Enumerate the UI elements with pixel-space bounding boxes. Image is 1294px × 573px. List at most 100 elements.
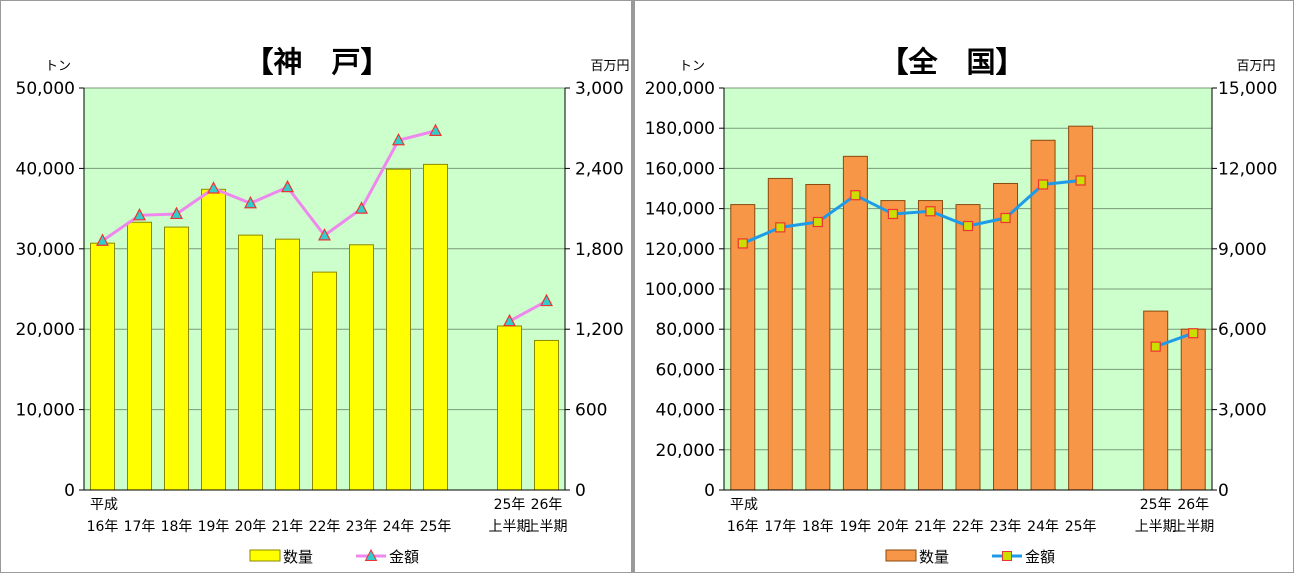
legend-label: 金額 xyxy=(389,548,419,566)
category-label: 24年 xyxy=(383,519,415,535)
bar xyxy=(275,238,300,491)
bar xyxy=(90,242,115,491)
line-point xyxy=(318,228,331,241)
bar xyxy=(1143,310,1169,491)
line-point xyxy=(1075,175,1086,186)
bar xyxy=(993,182,1019,491)
line-point xyxy=(737,238,748,249)
chart-title: 【神 戸】 xyxy=(244,45,389,79)
category-label: 17年 xyxy=(124,519,156,535)
category-label: 22年 xyxy=(952,519,984,535)
left-tick-label: 120,000 xyxy=(645,240,715,260)
line-point xyxy=(1037,179,1049,190)
bar xyxy=(917,200,943,491)
right-axis-unit: 百万円 xyxy=(1236,59,1275,74)
left-tick-label: 20,000 xyxy=(656,441,715,461)
left-tick-label: 180,000 xyxy=(645,119,715,139)
bar xyxy=(842,155,868,491)
line-point xyxy=(1188,328,1199,339)
category-label: 26年 xyxy=(531,497,563,513)
line-point xyxy=(812,216,823,228)
category-label: 24年 xyxy=(1027,519,1059,535)
bar xyxy=(1068,125,1094,491)
left-tick-label: 40,000 xyxy=(656,401,715,421)
series-line xyxy=(1155,331,1194,349)
category-label: 21年 xyxy=(915,519,947,535)
category-label: 19年 xyxy=(198,519,230,535)
category-label: 16年 xyxy=(727,519,759,535)
bar xyxy=(201,188,226,491)
category-label: 18年 xyxy=(161,519,193,535)
bar xyxy=(730,204,756,491)
line-point xyxy=(170,206,183,220)
line-point xyxy=(925,206,936,217)
left-tick-label: 50,000 xyxy=(16,79,75,99)
category-label: 21年 xyxy=(272,519,304,535)
category-label: 25年 xyxy=(420,519,452,535)
bar xyxy=(497,325,522,491)
left-tick-label: 60,000 xyxy=(656,360,715,380)
line-point xyxy=(1150,341,1161,352)
series-line xyxy=(101,129,436,242)
category-label: 23年 xyxy=(990,519,1022,535)
left-tick-label: 160,000 xyxy=(645,159,715,179)
left-tick-label: 20,000 xyxy=(16,320,75,340)
line-point xyxy=(355,201,368,214)
chart-title: 【全 国】 xyxy=(879,45,1024,79)
left-tick-label: 0 xyxy=(64,481,75,501)
category-label: 26年 xyxy=(1177,497,1209,513)
category-label: 25年 xyxy=(1140,497,1172,513)
right-tick-label: 3,000 xyxy=(575,79,624,99)
left-tick-label: 100,000 xyxy=(645,280,715,300)
bar xyxy=(805,183,831,491)
bar xyxy=(349,244,374,491)
category-label: 17年 xyxy=(764,519,796,535)
chart-national: 【全 国】 トン 百万円 0 20,000 40,000 60,000 80,000 10… xyxy=(634,0,1294,573)
left-tick-label: 200,000 xyxy=(645,79,715,99)
right-tick-label: 1,800 xyxy=(575,240,624,260)
right-tick-label: 2,400 xyxy=(575,159,624,179)
category-label: 16年 xyxy=(87,519,119,535)
line-point xyxy=(887,208,899,220)
legend-marker xyxy=(364,548,378,561)
bar xyxy=(880,200,906,491)
right-tick-label: 12,000 xyxy=(1218,159,1277,179)
line-point xyxy=(96,233,109,246)
category-label: 上半期 xyxy=(1135,519,1177,535)
category-label: 20年 xyxy=(877,519,909,535)
left-tick-label: 10,000 xyxy=(16,401,75,421)
category-label: 19年 xyxy=(839,519,871,535)
legend-label: 数量 xyxy=(283,548,313,566)
left-tick-label: 140,000 xyxy=(645,200,715,220)
chart-panel-national: 【全 国】 トン 百万円 0 20,000 40,000 60,000 80,000 10… xyxy=(634,0,1294,573)
series-line xyxy=(742,178,1081,245)
right-tick-label: 3,000 xyxy=(1218,401,1267,421)
chart-panel-kobe: 【神 戸】 トン 百万円 0 10,000 20,000 30,000 40,000 50… xyxy=(0,0,632,573)
line-point xyxy=(850,190,861,201)
line-point xyxy=(962,220,974,232)
legend-label: 金額 xyxy=(1025,548,1055,566)
line-point xyxy=(540,293,553,307)
category-label: 22年 xyxy=(309,519,341,535)
right-axis-unit: 百万円 xyxy=(590,59,629,74)
line-point xyxy=(775,222,786,233)
bar xyxy=(127,221,152,491)
category-label: 23年 xyxy=(346,519,378,535)
category-label: 20年 xyxy=(235,519,267,535)
bar xyxy=(534,339,559,491)
bar xyxy=(423,163,448,491)
left-tick-label: 30,000 xyxy=(16,240,75,260)
line-point xyxy=(133,208,146,221)
line-point xyxy=(503,313,516,327)
category-label: 平成 xyxy=(730,497,758,513)
bar xyxy=(955,204,981,491)
left-axis-unit: トン xyxy=(45,59,71,74)
bar xyxy=(238,234,263,491)
category-label: 上半期 xyxy=(526,519,568,535)
right-tick-label: 15,000 xyxy=(1218,79,1277,99)
right-tick-label: 1,200 xyxy=(575,320,624,340)
right-tick-label: 6,000 xyxy=(1218,320,1267,340)
chart-kobe: 【神 戸】 トン 百万円 0 10,000 20,000 30,000 40,000 50… xyxy=(0,0,632,573)
left-tick-label: 0 xyxy=(704,481,715,501)
category-label: 18年 xyxy=(802,519,834,535)
